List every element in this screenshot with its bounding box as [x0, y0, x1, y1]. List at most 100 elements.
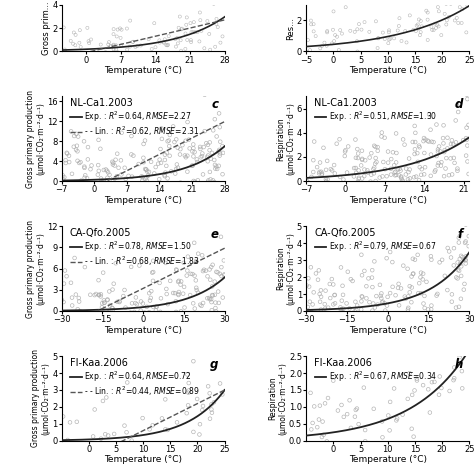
Point — [70, 182, 77, 189]
Point — [216, 380, 224, 387]
Point — [104, 432, 112, 439]
Point — [310, 182, 318, 189]
Point — [428, 305, 435, 313]
Point — [115, 439, 123, 447]
Point — [432, 166, 439, 174]
Point — [174, 40, 182, 47]
Point — [159, 441, 166, 449]
Point — [406, 174, 414, 182]
Point — [198, 252, 206, 259]
Point — [60, 280, 68, 287]
Point — [199, 406, 206, 414]
Point — [95, 291, 103, 299]
Point — [206, 138, 213, 146]
Point — [187, 38, 195, 46]
Point — [458, 367, 465, 375]
Point — [77, 182, 85, 189]
Point — [188, 180, 195, 188]
Point — [337, 27, 344, 34]
Point — [61, 46, 69, 54]
Point — [61, 182, 69, 189]
Point — [187, 36, 195, 44]
Point — [164, 41, 172, 48]
Point — [77, 43, 84, 51]
X-axis label: Temperature (°C): Temperature (°C) — [349, 326, 427, 335]
Point — [187, 270, 194, 278]
Point — [203, 294, 211, 302]
Point — [176, 13, 183, 20]
Point — [333, 311, 340, 319]
Point — [409, 391, 416, 399]
Point — [176, 182, 183, 189]
Point — [162, 259, 170, 267]
Point — [101, 182, 109, 189]
Point — [396, 182, 403, 189]
Point — [438, 31, 445, 39]
Point — [112, 156, 119, 164]
Point — [103, 167, 111, 174]
Point — [200, 143, 208, 151]
Point — [100, 269, 107, 276]
Point — [454, 266, 462, 273]
Point — [358, 272, 366, 279]
Point — [164, 426, 172, 434]
Point — [411, 256, 419, 264]
Point — [435, 143, 443, 150]
Point — [462, 221, 470, 228]
Point — [394, 284, 402, 292]
Point — [214, 288, 222, 295]
Point — [100, 299, 108, 307]
Point — [107, 50, 115, 57]
Point — [329, 181, 337, 189]
Point — [106, 311, 113, 319]
Point — [328, 182, 335, 189]
Point — [61, 47, 69, 55]
Point — [207, 155, 215, 163]
Point — [358, 26, 365, 33]
Point — [350, 164, 358, 172]
Point — [142, 166, 150, 173]
Point — [308, 311, 315, 319]
Point — [434, 290, 441, 298]
Point — [354, 154, 362, 162]
Point — [89, 433, 97, 440]
Point — [141, 179, 148, 187]
Point — [201, 266, 208, 273]
Point — [450, 374, 458, 382]
Text: c: c — [211, 98, 218, 111]
Point — [97, 311, 105, 319]
Point — [68, 182, 76, 189]
Point — [92, 290, 100, 298]
Point — [91, 441, 99, 449]
Point — [114, 441, 122, 449]
Point — [154, 182, 162, 189]
Point — [352, 136, 359, 143]
Point — [330, 37, 338, 45]
Point — [448, 171, 456, 178]
Point — [417, 269, 425, 276]
Point — [104, 177, 111, 184]
Point — [106, 302, 114, 310]
Point — [438, 158, 445, 166]
Point — [161, 171, 168, 179]
Point — [140, 140, 147, 148]
Point — [205, 294, 213, 302]
Point — [372, 18, 380, 25]
Point — [184, 401, 192, 409]
Point — [344, 268, 352, 275]
Point — [62, 159, 70, 167]
Point — [68, 50, 76, 57]
Y-axis label: Gross primary production
(μmol·CO₂·m⁻²·d⁻¹): Gross primary production (μmol·CO₂·m⁻²·d… — [26, 90, 46, 188]
Point — [81, 163, 88, 171]
Point — [137, 42, 145, 49]
Point — [116, 298, 123, 305]
Point — [372, 154, 379, 162]
Point — [208, 409, 216, 417]
Point — [128, 441, 136, 449]
Point — [368, 311, 375, 319]
Point — [389, 283, 396, 291]
Point — [114, 48, 122, 56]
Legend: Exp. : $R^2$=0.79, $RMSE$=0.67: Exp. : $R^2$=0.79, $RMSE$=0.67 — [315, 239, 436, 254]
Point — [161, 182, 169, 189]
Point — [406, 11, 414, 19]
